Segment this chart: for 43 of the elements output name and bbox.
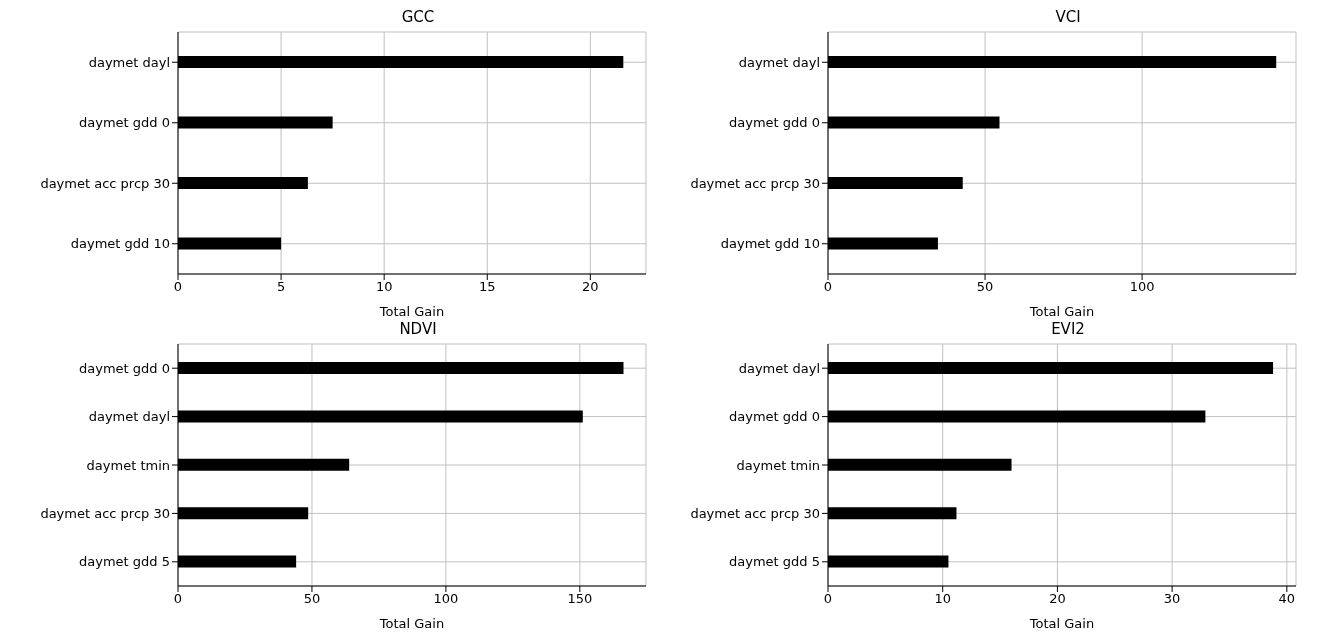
- y-tick-label: daymet gdd 0: [729, 115, 820, 131]
- x-tick-label: 50: [976, 279, 994, 295]
- chart-title: NDVI: [398, 320, 438, 340]
- x-tick-label: 150: [567, 591, 593, 607]
- y-tick-label: daymet acc prcp 30: [40, 175, 170, 191]
- x-tick-label: 30: [1163, 591, 1181, 607]
- x-tick-label: 40: [1278, 591, 1296, 607]
- y-tick-label: daymet dayl: [88, 409, 170, 425]
- chart-title: VCI: [1054, 8, 1082, 28]
- x-tick-label: 100: [1129, 279, 1155, 295]
- x-tick-label: 10: [934, 591, 951, 607]
- x-axis-title: Total Gain: [1028, 616, 1095, 631]
- y-tick-label: daymet tmin: [736, 457, 820, 473]
- x-axis-title: Total Gain: [378, 304, 445, 319]
- y-tick-label: daymet gdd 10: [720, 236, 820, 252]
- y-tick-label: daymet dayl: [738, 54, 820, 70]
- y-tick-label: daymet tmin: [86, 457, 170, 473]
- y-tick-label: daymet acc prcp 30: [40, 506, 170, 522]
- chart-title: EVI2: [1050, 320, 1086, 340]
- x-tick-label: 50: [303, 591, 321, 607]
- y-tick-label: daymet acc prcp 30: [690, 506, 820, 522]
- x-tick-label: 0: [823, 279, 833, 295]
- y-tick-label: daymet gdd 0: [79, 360, 170, 376]
- x-tick-label: 15: [478, 279, 496, 295]
- x-tick-label: 20: [1049, 591, 1066, 607]
- x-tick-label: 0: [173, 279, 183, 295]
- y-tick-label: daymet gdd 5: [79, 554, 170, 570]
- y-tick-label: daymet gdd 10: [70, 236, 170, 252]
- x-tick-label: 10: [375, 279, 393, 295]
- y-tick-label: daymet dayl: [88, 54, 170, 70]
- x-tick-label: 0: [173, 591, 183, 607]
- y-tick-label: daymet gdd 0: [729, 409, 820, 425]
- x-tick-label: 100: [433, 591, 459, 607]
- x-tick-label: 20: [582, 279, 599, 295]
- x-axis-title: Total Gain: [378, 616, 445, 631]
- y-tick-label: daymet acc prcp 30: [690, 175, 820, 191]
- y-tick-label: daymet gdd 5: [729, 554, 820, 570]
- chart-title: GCC: [400, 8, 436, 28]
- x-axis-title: Total Gain: [1028, 304, 1095, 319]
- x-tick-label: 0: [823, 591, 833, 607]
- y-tick-label: daymet dayl: [738, 360, 820, 376]
- x-tick-label: 5: [276, 279, 286, 295]
- y-tick-label: daymet gdd 0: [79, 115, 170, 131]
